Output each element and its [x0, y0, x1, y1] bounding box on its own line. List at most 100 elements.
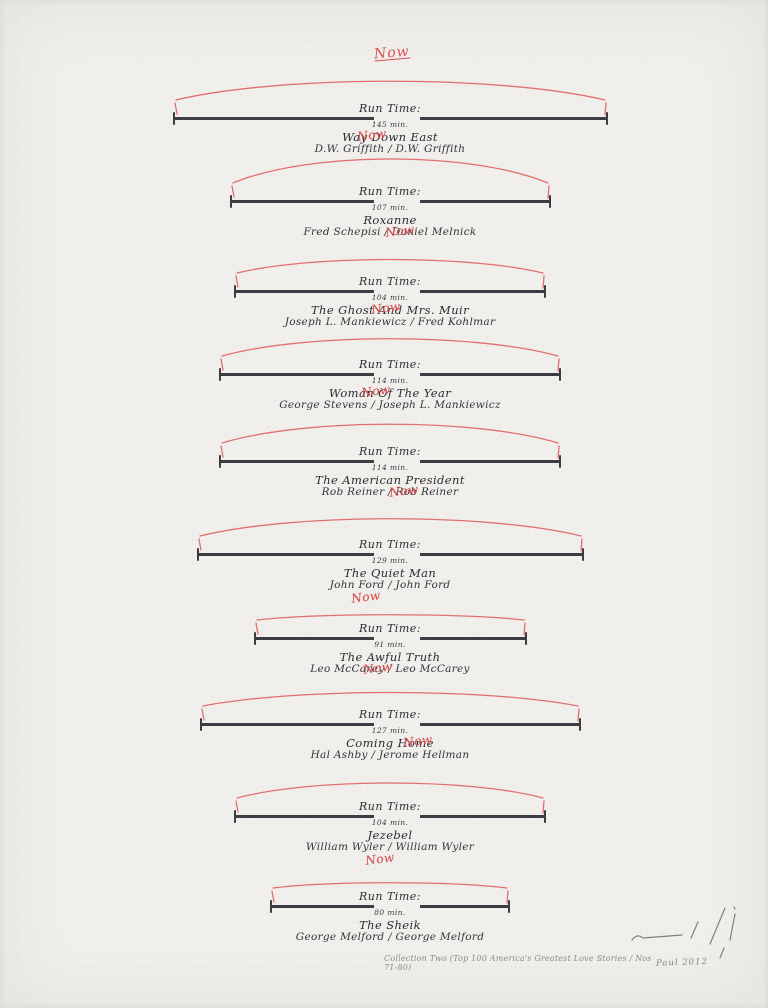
- line-tick-left: [172, 112, 175, 125]
- timeline-line: [196, 553, 584, 556]
- film-timeline: Run Time: 145 min. Way Down East D.W. Gr…: [172, 72, 608, 172]
- line-gap: [374, 371, 420, 377]
- line-tick-right: [524, 632, 527, 645]
- runtime-value: 129 min.: [371, 556, 409, 565]
- line-tick-right: [544, 285, 546, 298]
- arc-path: [254, 614, 526, 636]
- film-credits: John Ford / John Ford: [329, 579, 451, 591]
- film-timeline: Run Time: 104 min. Jezebel William Wyler…: [234, 775, 546, 870]
- runtime-value: 91 min.: [374, 640, 406, 649]
- film-title: The Awful Truth: [339, 650, 441, 664]
- now-annotation: Now: [402, 732, 434, 750]
- film-timeline: Run Time: 107 min. Roxanne Fred Schepisi…: [229, 148, 551, 255]
- line-tick-left: [219, 368, 221, 381]
- film-credits: D.W. Griffith / D.W. Griffith: [314, 143, 466, 155]
- line-tick-left: [199, 718, 202, 731]
- film-timeline: Run Time: 114 min. The American Presiden…: [219, 415, 561, 515]
- film-timeline: Run Time: 104 min. The Ghost And Mrs. Mu…: [234, 252, 546, 345]
- line-tick-right: [581, 548, 584, 561]
- line-tick-left: [229, 195, 232, 208]
- film-title: The Sheik: [359, 918, 421, 932]
- runtime-label: Run Time:: [359, 185, 421, 198]
- film-title: Jezebel: [367, 828, 413, 842]
- arc-path: [197, 518, 583, 552]
- line-gap: [374, 635, 420, 641]
- run-time-arc: [200, 691, 580, 722]
- runtime-label: Run Time:: [359, 102, 421, 115]
- now-annotation: Now: [356, 126, 388, 144]
- runtime-value: 145 min.: [371, 120, 409, 129]
- line-gap: [374, 198, 420, 204]
- line-gap: [374, 288, 420, 294]
- arc-path: [200, 691, 580, 722]
- line-tick-right: [559, 368, 561, 381]
- film-title: The Quiet Man: [343, 566, 437, 580]
- run-time-arc: [220, 338, 560, 372]
- line-tick-left: [219, 455, 221, 468]
- artwork-caption: Collection Two (Top 100 America's Greate…: [384, 954, 652, 972]
- film-title: The Ghost And Mrs. Muir: [310, 303, 469, 317]
- runtime-label: Run Time:: [359, 538, 421, 551]
- line-tick-left: [196, 548, 199, 561]
- line-tick-left: [270, 900, 272, 913]
- runtime-label: Run Time:: [359, 800, 421, 813]
- arc-path: [235, 782, 545, 814]
- arc-path: [220, 423, 560, 459]
- timeline-line: [172, 117, 608, 120]
- line-tick-left: [253, 632, 256, 645]
- now-annotation: Now: [384, 222, 416, 240]
- runtime-label: Run Time:: [359, 275, 421, 288]
- run-time-arc: [271, 882, 509, 904]
- film-credits: Leo McCarey / Leo McCarey: [310, 663, 470, 675]
- timeline-line: [219, 373, 561, 376]
- film-credits: George Stevens / Joseph L. Mankiewicz: [279, 399, 501, 411]
- run-time-arc: [230, 158, 550, 199]
- runtime-value: 80 min.: [374, 908, 406, 917]
- timeline-line: [253, 637, 527, 640]
- runtime-value: 104 min.: [371, 818, 409, 827]
- top-now-annotation: Now: [373, 43, 411, 63]
- now-annotation: Now: [364, 850, 396, 868]
- runtime-label: Run Time:: [359, 622, 421, 635]
- run-time-arc: [220, 423, 560, 459]
- line-tick-right: [544, 810, 546, 823]
- film-title: Coming Home: [346, 736, 434, 750]
- runtime-label: Run Time:: [359, 708, 421, 721]
- run-time-arc: [235, 258, 545, 289]
- film-credits: William Wyler / William Wyler: [305, 841, 475, 853]
- runtime-label: Run Time:: [359, 445, 421, 458]
- arc-path: [220, 338, 560, 372]
- run-time-arc: [235, 782, 545, 814]
- now-annotation: Now: [388, 482, 420, 500]
- now-annotation: Now: [362, 659, 394, 677]
- line-gap: [374, 813, 420, 819]
- line-tick-right: [548, 195, 551, 208]
- film-credits: Hal Ashby / Jerome Hellman: [310, 749, 470, 761]
- runtime-value: 127 min.: [371, 726, 409, 735]
- now-annotation: Now: [360, 382, 392, 400]
- arc-path: [271, 882, 509, 904]
- runtime-label: Run Time:: [359, 358, 421, 371]
- timeline-line: [219, 460, 561, 463]
- artist-signature: Paul 2012: [655, 956, 709, 969]
- run-time-arc: [173, 80, 607, 116]
- run-time-arc: [197, 518, 583, 552]
- film-timeline: Run Time: 129 min. The Quiet Man John Fo…: [196, 510, 584, 608]
- arc-path: [173, 80, 607, 116]
- film-timeline: Run Time: 80 min. The Sheik George Melfo…: [270, 878, 510, 960]
- film-credits: Joseph L. Mankiewicz / Fred Kohlmar: [284, 316, 496, 328]
- runtime-value: 114 min.: [371, 376, 409, 385]
- film-timeline: Run Time: 114 min. Woman Of The Year Geo…: [219, 330, 561, 428]
- timeline-line: [270, 905, 510, 908]
- line-gap: [374, 551, 420, 557]
- runtime-value: 107 min.: [371, 203, 409, 212]
- line-gap: [374, 115, 420, 121]
- timeline-line: [234, 290, 546, 293]
- line-gap: [374, 903, 420, 909]
- signature-scrawl-icon: [631, 906, 736, 959]
- film-timeline: Run Time: 127 min. Coming Home Hal Ashby…: [199, 685, 581, 778]
- film-timeline: Run Time: 91 min. The Awful Truth Leo Mc…: [253, 610, 527, 692]
- film-credits: George Melford / George Melford: [295, 931, 485, 943]
- film-title: The American President: [315, 473, 465, 487]
